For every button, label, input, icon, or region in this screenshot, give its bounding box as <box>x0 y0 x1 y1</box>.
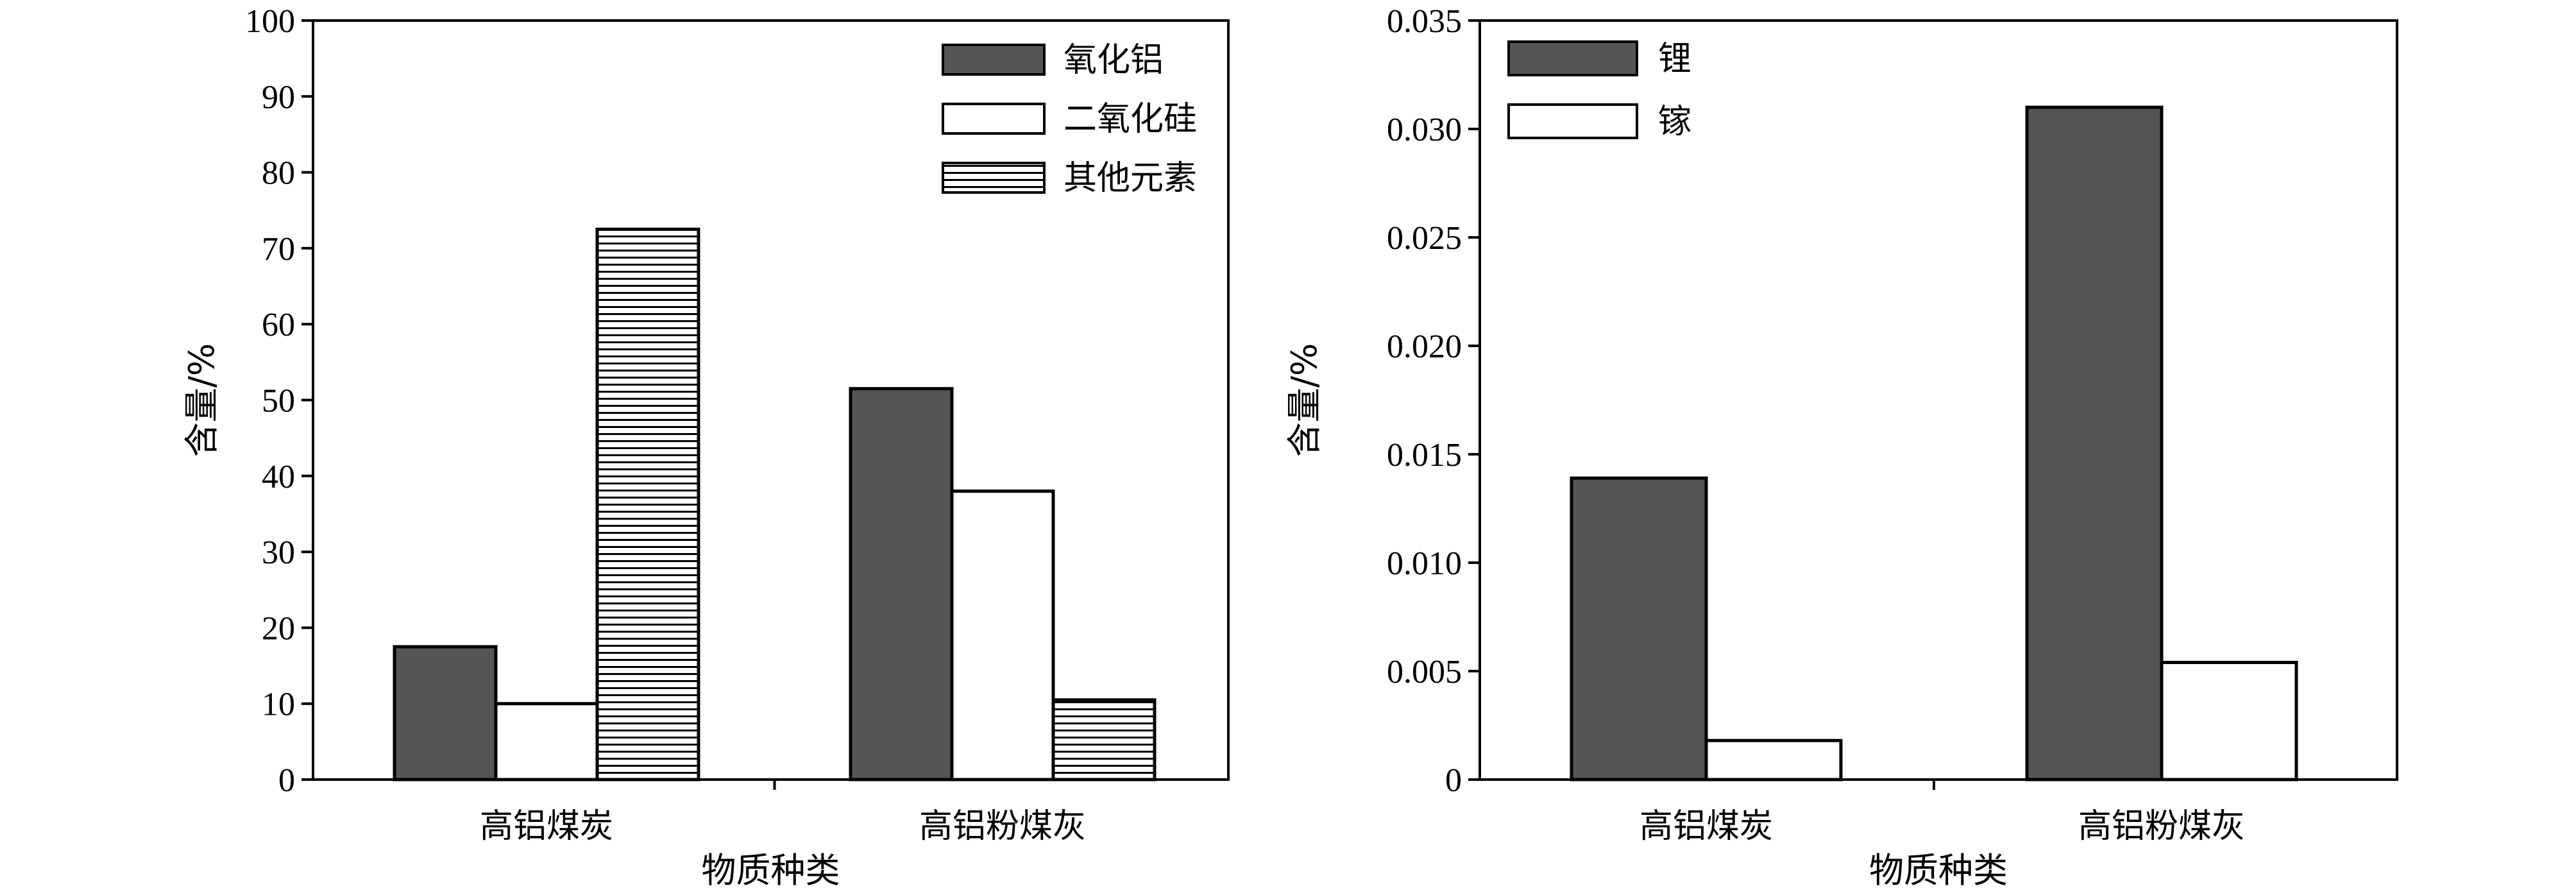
x-tick-label: 高铝粉煤灰 <box>919 807 1086 846</box>
legend-label-1: 锂 <box>1658 40 1691 78</box>
bar-2-2 <box>950 489 1055 781</box>
legend-swatch-2 <box>942 103 1046 135</box>
y-tick-label: 70 <box>262 231 295 268</box>
y-tick-label: 0.015 <box>1387 437 1462 474</box>
bar-1-1 <box>1570 476 1708 781</box>
plot-frame <box>1479 19 2398 781</box>
legend-swatch-1 <box>1507 40 1638 76</box>
bar-2-2 <box>2160 660 2298 781</box>
bar-2-1 <box>1704 739 1843 781</box>
y-tick-label: 0.025 <box>1387 220 1462 257</box>
y-tick-label: 0.010 <box>1387 545 1462 582</box>
legend-swatch-3 <box>942 162 1046 194</box>
y-tick-label: 40 <box>262 459 295 495</box>
y-tick-label: 0.005 <box>1387 654 1462 690</box>
y-tick-label: 60 <box>262 307 295 343</box>
bar-1-2 <box>2025 105 2164 781</box>
y-axis-title: 含量/% <box>1284 343 1325 457</box>
x-tick-label: 高铝粉煤灰 <box>2078 807 2245 846</box>
legend-label-3: 其他元素 <box>1063 159 1197 198</box>
y-tick-label: 30 <box>262 534 295 571</box>
legend-label-2: 镓 <box>1658 103 1691 141</box>
legend-swatch-2 <box>1507 103 1638 139</box>
y-tick-label: 0 <box>1445 762 1462 799</box>
y-tick-label: 20 <box>262 610 295 647</box>
y-tick-label: 80 <box>262 155 295 192</box>
bar-1-1 <box>393 645 498 781</box>
y-tick-label: 90 <box>262 79 295 115</box>
y-tick-label: 0.020 <box>1387 329 1462 365</box>
x-tick-label: 高铝煤炭 <box>1640 807 1773 846</box>
y-tick-label: 0.035 <box>1387 3 1462 40</box>
y-tick-label: 0.030 <box>1387 112 1462 148</box>
bar-1-2 <box>849 387 954 781</box>
x-axis-title: 物质种类 <box>1869 850 2008 888</box>
y-tick-label: 0 <box>278 762 295 799</box>
x-axis-title: 物质种类 <box>702 850 840 888</box>
y-tick-label: 10 <box>262 687 295 723</box>
y-tick-label: 100 <box>245 3 295 40</box>
legend-label-1: 氧化铝 <box>1063 41 1164 80</box>
legend-label-2: 二氧化硅 <box>1063 100 1197 139</box>
legend-swatch-1 <box>942 44 1046 76</box>
bar-3-2 <box>1051 698 1157 781</box>
y-tick-label: 50 <box>262 383 295 420</box>
y-axis-title: 含量/% <box>182 343 222 457</box>
x-tick-label: 高铝煤炭 <box>480 807 613 846</box>
